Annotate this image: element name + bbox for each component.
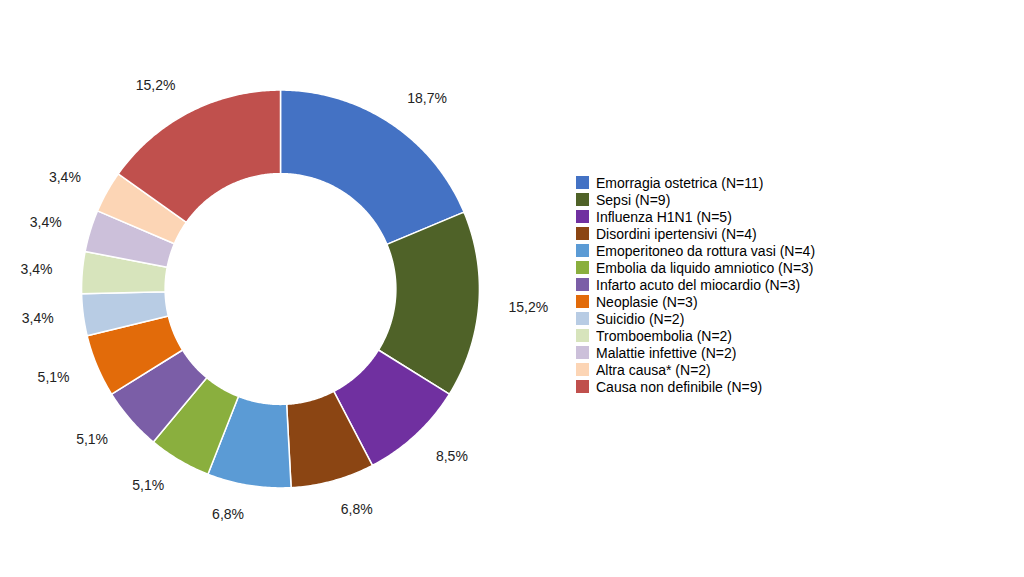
svg-text:15,2%: 15,2%: [136, 77, 176, 93]
html-text:Embolia da liquido amniotico (: Embolia da liquido amniotico (N=3): [596, 259, 814, 276]
svg-text:3,4%: 3,4%: [49, 169, 81, 185]
svg-text:5,1%: 5,1%: [38, 369, 70, 385]
html-text:Infarto acuto del miocardio (N: Infarto acuto del miocardio (N=3): [596, 276, 801, 293]
svg-text:8,5%: 8,5%: [436, 448, 468, 464]
svg-text:15,2%: 15,2%: [509, 299, 549, 315]
html-text:Influenza H1N1 (N=5): Influenza H1N1 (N=5): [596, 208, 732, 225]
svg-text:5,1%: 5,1%: [132, 477, 164, 493]
html-text:Causa non definibile (N=9): Causa non definibile (N=9): [596, 378, 763, 395]
svg-text:3,4%: 3,4%: [22, 310, 54, 326]
html-text:Emorragia ostetrica (N=11): Emorragia ostetrica (N=11): [596, 174, 764, 191]
svg-text:5,1%: 5,1%: [76, 431, 108, 447]
svg-text:3,4%: 3,4%: [21, 261, 53, 277]
svg-text:6,8%: 6,8%: [212, 506, 244, 522]
html-text:Malattie infettive (N=2): Malattie infettive (N=2): [596, 344, 737, 361]
html-text:Altra causa* (N=2): Altra causa* (N=2): [596, 361, 711, 378]
html-text:Disordini ipertensivi (N=4): Disordini ipertensivi (N=4): [596, 225, 757, 242]
svg-text:3,4%: 3,4%: [30, 214, 62, 230]
html-text:Sepsi (N=9): Sepsi (N=9): [596, 191, 671, 208]
svg-text:6,8%: 6,8%: [341, 501, 373, 517]
html-text:Tromboembolia (N=2): Tromboembolia (N=2): [596, 327, 732, 344]
html-text:Suicidio (N=2): Suicidio (N=2): [596, 310, 685, 327]
svg-text:18,7%: 18,7%: [407, 90, 447, 106]
html-text:Emoperitoneo da rottura vasi (: Emoperitoneo da rottura vasi (N=4): [596, 242, 816, 259]
html-text:Neoplasie (N=3): Neoplasie (N=3): [596, 293, 698, 310]
